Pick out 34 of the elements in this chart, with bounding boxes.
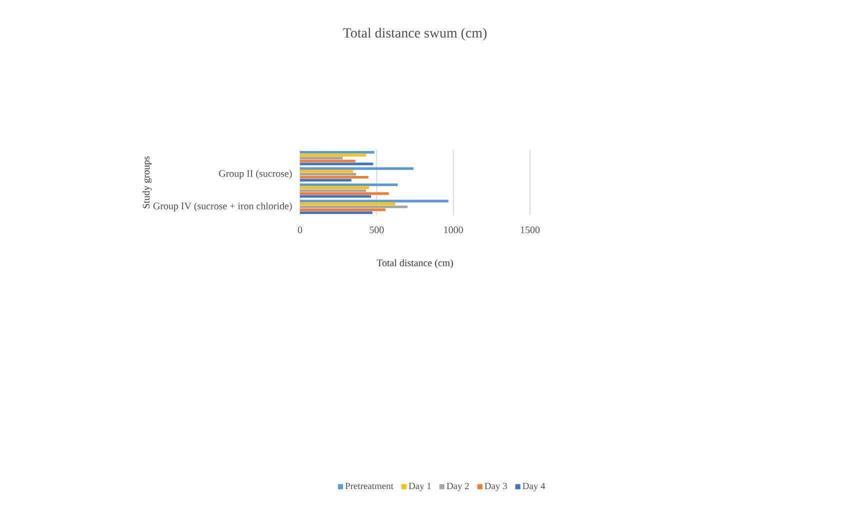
chart-title: Total distance swum (cm)	[343, 28, 487, 40]
y-axis-title: Study groups	[142, 156, 152, 208]
x-tick-label: 1000	[444, 226, 463, 234]
bar	[300, 202, 396, 206]
bar	[300, 195, 371, 198]
bar	[300, 189, 366, 192]
bar	[300, 186, 370, 190]
x-tick-label: 500	[370, 226, 384, 234]
bar	[300, 200, 448, 202]
bar	[300, 154, 366, 157]
x-axis-title: Total distance (cm)	[376, 259, 453, 268]
bar	[300, 156, 343, 160]
bar	[300, 206, 408, 208]
legend-label: Day 3	[484, 482, 507, 492]
bar	[300, 192, 389, 195]
bar	[300, 170, 354, 173]
bar	[300, 211, 372, 214]
bar	[300, 178, 352, 182]
bar	[300, 184, 398, 186]
legend-label: Day 4	[522, 482, 546, 492]
x-tick-label: 1500	[520, 226, 540, 234]
y-tick-label: Group II (sucrose)	[219, 170, 292, 179]
bar	[300, 173, 356, 176]
legend-label: Day 2	[446, 482, 469, 492]
bar	[300, 176, 368, 179]
legend-label: Day 1	[408, 482, 431, 492]
bar	[300, 151, 374, 154]
bar	[300, 167, 414, 170]
bar	[300, 160, 356, 162]
legend-label: Pretreatment	[345, 482, 394, 490]
bar	[300, 208, 386, 212]
y-tick-label: Group IV (sucrose + iron chloride)	[153, 202, 292, 212]
bar	[300, 162, 374, 166]
x-tick-label: 0	[298, 226, 302, 234]
